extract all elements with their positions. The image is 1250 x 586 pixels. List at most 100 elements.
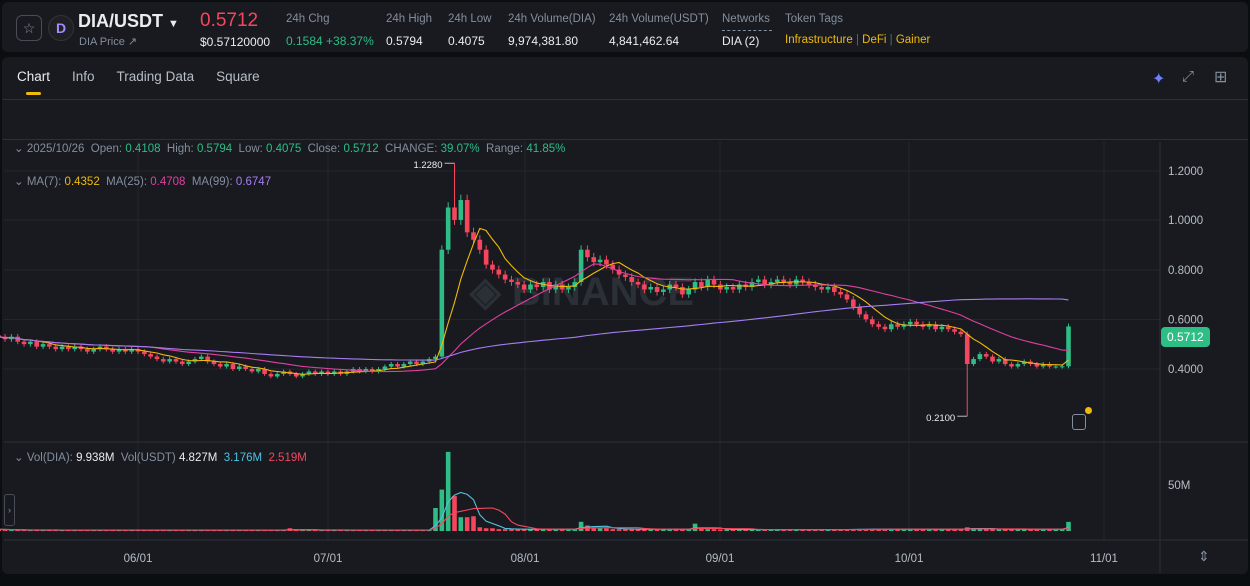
volume-bar — [775, 529, 780, 531]
volume-bar — [1028, 529, 1033, 531]
candle-body — [964, 334, 970, 365]
candle-body — [382, 366, 388, 369]
vol-ma-long-value: 2.519M — [268, 452, 307, 464]
volume-bar — [540, 529, 546, 531]
vol-tick-label: 50M — [1168, 480, 1190, 492]
stat-value: 0.1584 +38.37% — [286, 34, 374, 48]
candle-body — [1047, 364, 1052, 367]
volume-bar — [458, 517, 464, 531]
candle-body — [173, 359, 179, 362]
candle-body — [1021, 361, 1027, 365]
dia-coin-logo: D — [48, 15, 74, 41]
candle-body — [907, 321, 913, 325]
expand-icon[interactable]: ⤢ — [1182, 68, 1195, 85]
volume-bar — [794, 529, 799, 531]
candle-body — [53, 346, 59, 350]
notes-icon[interactable] — [1072, 414, 1086, 430]
collapse-chevron-icon[interactable]: ⌄ — [14, 143, 24, 155]
volume-bar — [686, 529, 692, 531]
favorite-star-icon[interactable]: ☆ — [16, 15, 42, 41]
close-label: Close: — [307, 143, 341, 155]
candle-body — [420, 361, 426, 365]
candle-body — [515, 282, 521, 285]
stat-value: 4,841,462.64 — [609, 34, 680, 48]
candle-body — [945, 326, 951, 330]
candle-body — [775, 279, 780, 283]
volume-bar — [762, 529, 767, 531]
low-label: Low: — [238, 143, 263, 155]
volume-bar — [673, 529, 679, 531]
candle-body — [217, 364, 223, 367]
candle-body — [661, 289, 666, 292]
candle-body — [869, 319, 875, 325]
scale-reset-icon[interactable]: ⇕ — [1198, 548, 1210, 564]
volume-bar — [483, 528, 489, 531]
candle-body — [648, 286, 654, 290]
token-tag[interactable]: DeFi — [862, 34, 887, 46]
layout-grid-icon[interactable]: ⊞ — [1214, 69, 1228, 86]
tab-info[interactable]: Info — [72, 69, 95, 84]
candle-body — [699, 282, 704, 287]
volume-bar — [654, 529, 660, 531]
candle-body — [888, 324, 894, 330]
volume-bar — [515, 529, 521, 531]
candle-body — [34, 341, 40, 347]
volume-bar — [1009, 529, 1014, 531]
candle-body — [458, 200, 464, 220]
volume-bar — [971, 528, 976, 531]
volume-bar — [983, 529, 989, 531]
tab-square[interactable]: Square — [216, 69, 260, 84]
volume-bar — [293, 530, 299, 532]
candle-body — [490, 264, 495, 270]
collapse-chevron-icon[interactable]: ⌄ — [14, 176, 24, 188]
volume-bar — [926, 529, 932, 531]
candle-body — [306, 371, 312, 374]
candle-body — [857, 306, 862, 315]
volume-bar — [445, 451, 451, 531]
candle-body — [161, 359, 166, 362]
ma25-line — [0, 263, 1069, 373]
candle-body — [876, 324, 881, 327]
dia-price-link[interactable]: DIA Price ↗ — [79, 35, 137, 48]
candle-body — [319, 371, 324, 374]
candle-body — [72, 346, 77, 350]
candle-body — [357, 369, 362, 372]
candle-body — [78, 346, 84, 350]
expand-drawer-handle[interactable]: › — [4, 494, 15, 526]
token-tag[interactable]: Infrastructure — [785, 34, 853, 46]
collapse-chevron-icon[interactable]: ⌄ — [14, 452, 24, 464]
volume-bar — [832, 529, 837, 531]
candle-body — [116, 349, 122, 352]
volume-bar — [433, 508, 438, 531]
tab-chart[interactable]: Chart — [17, 69, 50, 95]
tab-trading-data[interactable]: Trading Data — [116, 69, 195, 84]
change-label: CHANGE: — [385, 143, 438, 155]
candle-body — [705, 279, 710, 287]
volume-bar — [838, 529, 843, 531]
volume-bar — [952, 529, 957, 531]
candle-body — [800, 279, 805, 283]
chart-panel: Chart Info Trading Data Square ✦ ⤢ ⊞ — [2, 57, 1248, 574]
token-tag[interactable]: Gainer — [895, 34, 931, 46]
y-tick-label: 1.2000 — [1168, 166, 1203, 178]
candle-body — [553, 284, 559, 290]
volume-bar — [756, 529, 761, 531]
volume-bar — [15, 530, 21, 532]
candle-body — [996, 359, 1002, 362]
ai-sparkle-icon[interactable]: ✦ — [1152, 71, 1166, 88]
volume-bar — [559, 529, 565, 531]
candle-body — [1034, 364, 1040, 367]
extreme-label: 1.2280 — [413, 160, 442, 171]
volume-bar — [572, 529, 578, 531]
tag-separator: | — [852, 34, 863, 46]
x-tick-label: 07/01 — [314, 553, 343, 565]
candle-body — [274, 373, 280, 377]
candle-body — [180, 361, 185, 365]
volume-bar — [610, 529, 616, 531]
volume-bar — [496, 529, 502, 531]
pair-selector[interactable]: DIA/USDT ▼ — [78, 11, 179, 32]
stat-value: 0.5794 — [386, 34, 423, 48]
token-tags-label: Token Tags — [785, 13, 843, 25]
candle-body — [312, 371, 318, 374]
